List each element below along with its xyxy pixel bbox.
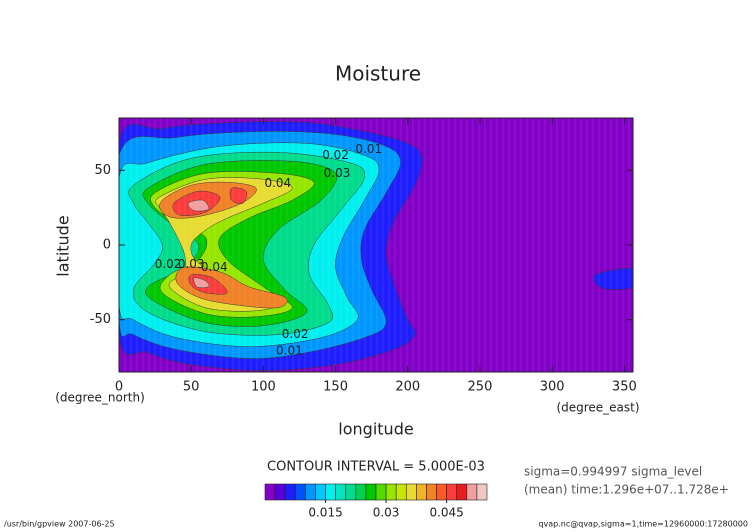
colorbar-box (405, 483, 417, 501)
colorbar-box (375, 483, 387, 501)
x-axis-label: longitude (338, 420, 413, 439)
colorbar-box (446, 483, 458, 501)
x-tick-label: 200 (395, 380, 420, 395)
colorbar-tick-label: 0.03 (373, 506, 400, 520)
contour-label: 0.01 (276, 344, 303, 358)
colorbar-box (345, 483, 357, 501)
contour-label: 0.02 (155, 257, 182, 271)
info: (mean) time:1.296e+07..1.728e+ (524, 483, 729, 497)
colorbar-box (294, 483, 306, 501)
colorbar-box (476, 483, 488, 501)
contour-region (193, 277, 210, 289)
colorbar-box (355, 483, 367, 501)
colorbar-box (365, 483, 377, 501)
colorbar-box (436, 483, 447, 501)
colorbar-box (395, 483, 407, 501)
contour-label: 0.02 (322, 148, 349, 162)
y-tick-label: 0 (103, 238, 111, 253)
contour-region (187, 199, 210, 212)
colorbar-box (335, 483, 347, 501)
contour-label: 0.03 (178, 257, 205, 271)
chart-title: Moisture (335, 62, 421, 86)
x-tick-label: 150 (323, 380, 348, 395)
colorbar-box (456, 483, 468, 501)
x-tick-label: 350 (612, 380, 637, 395)
contour-region (593, 268, 633, 290)
contour-label: 0.01 (355, 142, 382, 156)
footer-right: qvap.nc@qvap,sigma=1,time=12960000:17280… (538, 520, 748, 529)
colorbar-box (416, 483, 427, 501)
colorbar-box (315, 483, 326, 501)
contour-region (229, 187, 248, 204)
colorbar-box (466, 483, 478, 501)
colorbar-box (264, 483, 276, 501)
colorbar-box (325, 483, 336, 501)
info: sigma=0.994997 sigma_level (524, 465, 702, 479)
contour-label: 0.04 (264, 176, 291, 190)
footer-left: /usr/bin/gpview 2007-06-25 (4, 520, 115, 529)
colorbar-box (274, 483, 286, 501)
x-tick-label: 300 (540, 380, 565, 395)
contour-label: 0.04 (201, 260, 228, 274)
y-axis-label: latitude (54, 215, 73, 276)
colorbar-box (385, 483, 397, 501)
contour-label: 0.03 (324, 166, 351, 180)
plot-area: 0.010.020.030.040.020.030.040.020.01 (119, 118, 633, 372)
colorbar-tick-label: 0.045 (429, 506, 463, 520)
y-tick-label: -50 (90, 312, 111, 327)
contour-interval: CONTOUR INTERVAL = 5.000E-03 (267, 460, 485, 475)
x-unit: (degree_east) (556, 401, 639, 415)
colorbar-box (305, 483, 316, 501)
x-tick-label: 250 (468, 380, 493, 395)
contour-label: 0.02 (282, 327, 309, 341)
colorbar-box (284, 483, 296, 501)
y-unit: (degree_north) (55, 391, 145, 405)
x-tick-label: 100 (251, 380, 276, 395)
x-tick-label: 0 (115, 380, 123, 395)
colorbar-tick-label: 0.015 (308, 506, 342, 520)
colorbar-box (426, 483, 437, 501)
x-tick-label: 50 (183, 380, 200, 395)
y-tick-label: 50 (94, 163, 111, 178)
